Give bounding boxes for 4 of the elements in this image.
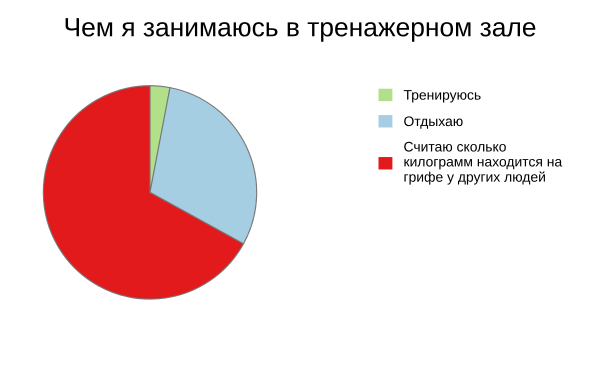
legend-label: Считаю сколько килограмм находится на грифе у других людей	[404, 142, 562, 185]
chart-title: Чем я занимаюсь в тренажерном зале	[66, 18, 536, 42]
legend-label: Тренируюсь	[404, 90, 481, 103]
legend-label: Отдыхаю	[404, 116, 463, 129]
